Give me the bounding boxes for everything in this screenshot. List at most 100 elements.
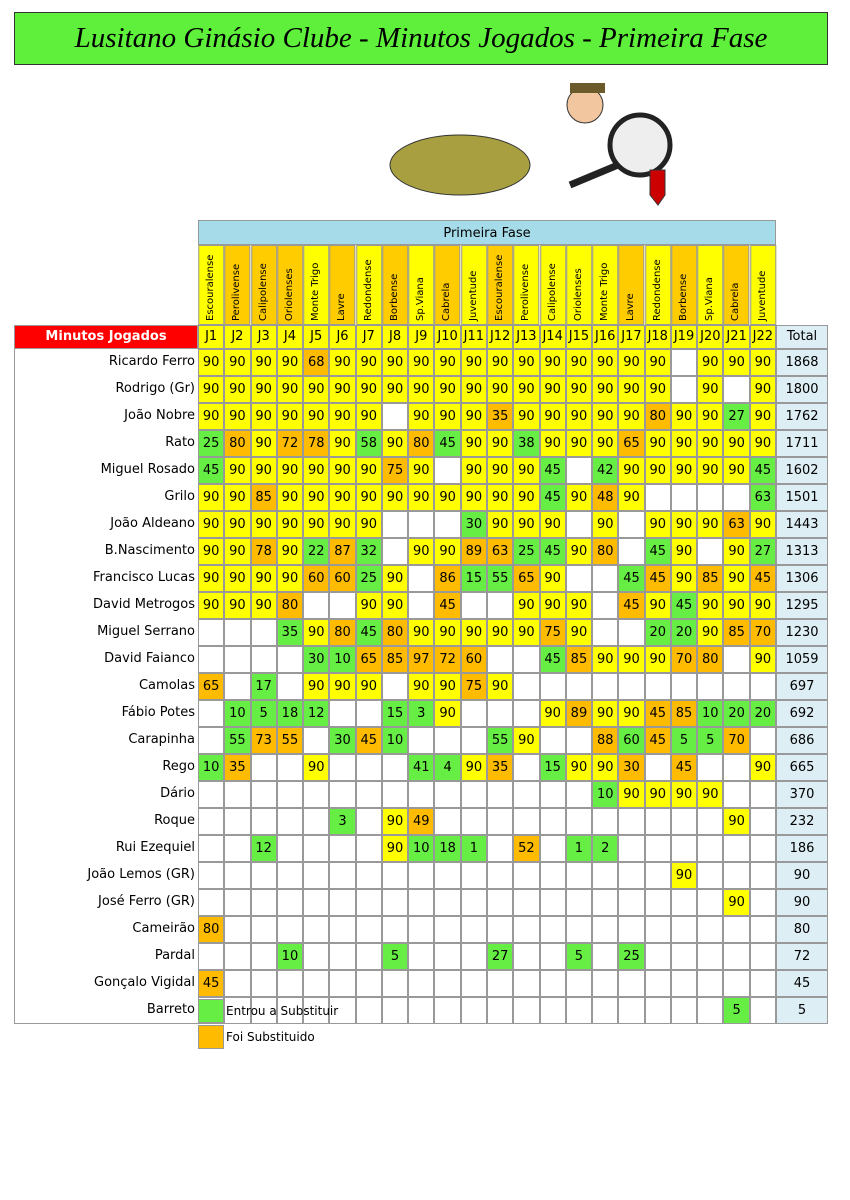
minutes: 90 — [276, 484, 304, 511]
minutes: 90 — [460, 376, 487, 403]
minutes — [250, 646, 277, 673]
minutes: 22 — [303, 538, 330, 565]
minutes — [618, 889, 645, 916]
minutes: 90 — [329, 457, 356, 484]
minutes: 12 — [303, 700, 330, 727]
minutes: 90 — [618, 700, 645, 727]
round: J8 — [381, 325, 409, 349]
minutes: 90 — [434, 619, 461, 646]
opponent: Cabrela — [723, 245, 750, 325]
minutes — [408, 565, 435, 592]
player-name: Cameirão — [14, 916, 198, 943]
minutes: 97 — [408, 646, 435, 673]
minutes: 90 — [487, 673, 514, 700]
legend-swatch — [198, 999, 224, 1023]
minutes: 63 — [749, 484, 776, 511]
minutes — [303, 997, 330, 1024]
minutes: 90 — [592, 376, 619, 403]
minutes — [644, 970, 671, 997]
minutes: 52 — [513, 835, 540, 862]
minutes: 90 — [276, 403, 304, 430]
minutes: 90 — [408, 457, 435, 484]
minutes — [513, 781, 540, 808]
minutes: 90 — [224, 457, 251, 484]
minutes: 5 — [697, 727, 724, 754]
player-name: Rego — [14, 754, 198, 781]
minutes: 90 — [644, 646, 671, 673]
minutes — [355, 835, 382, 862]
minutes — [434, 943, 461, 970]
minutes: 5 — [670, 727, 698, 754]
minutes — [224, 916, 251, 943]
minutes: 60 — [618, 727, 645, 754]
minutes: 80 — [592, 538, 619, 565]
minutes — [355, 862, 382, 889]
minutes: 90 — [198, 403, 225, 430]
minutes — [749, 943, 776, 970]
minutes: 90 — [592, 754, 619, 781]
minutes — [565, 970, 593, 997]
minutes — [723, 862, 750, 889]
minutes — [592, 592, 619, 619]
player-name: David Faianco — [14, 646, 198, 673]
round: J11 — [460, 325, 487, 349]
minutes — [697, 808, 724, 835]
minutes: 90 — [670, 862, 698, 889]
minutes: 90 — [329, 349, 356, 376]
minutes — [487, 808, 514, 835]
minutes — [513, 997, 540, 1024]
minutes: 85 — [565, 646, 593, 673]
minutes: 90 — [697, 376, 724, 403]
minutes — [644, 835, 671, 862]
player-name: Fábio Potes — [14, 700, 198, 727]
total: 1306 — [776, 565, 828, 592]
opponent: Perolivense — [513, 245, 540, 325]
player-name: Pardal — [14, 943, 198, 970]
opponent: Sp.Viana — [408, 245, 435, 325]
total: 1762 — [776, 403, 828, 430]
minutes: 90 — [644, 376, 671, 403]
minutes: 45 — [618, 592, 645, 619]
minutes — [250, 916, 277, 943]
minutes — [276, 646, 304, 673]
minutes — [329, 916, 356, 943]
minutes: 90 — [539, 376, 566, 403]
minutes — [670, 916, 698, 943]
minutes: 90 — [224, 403, 251, 430]
minutes — [749, 808, 776, 835]
opponent: Escouralense — [487, 245, 514, 325]
minutes — [303, 943, 330, 970]
minutes: 20 — [723, 700, 750, 727]
minutes — [618, 862, 645, 889]
minutes: 90 — [381, 592, 409, 619]
opponent: Juventude — [460, 245, 487, 325]
minutes: 70 — [670, 646, 698, 673]
minutes — [670, 997, 698, 1024]
minutes: 35 — [276, 619, 304, 646]
minutes — [224, 997, 251, 1024]
minutes — [198, 781, 225, 808]
minutes: 90 — [670, 538, 698, 565]
minutes — [487, 970, 514, 997]
minutes: 90 — [644, 430, 671, 457]
minutes: 90 — [749, 646, 776, 673]
minutes: 10 — [408, 835, 435, 862]
minutes: 90 — [460, 754, 487, 781]
minutes: 90 — [670, 430, 698, 457]
minutes — [303, 862, 330, 889]
minutes: 63 — [723, 511, 750, 538]
minutes — [224, 970, 251, 997]
minutes — [749, 970, 776, 997]
minutes — [723, 673, 750, 700]
minutes: 90 — [644, 349, 671, 376]
minutes — [355, 754, 382, 781]
minutes — [513, 943, 540, 970]
round: J14 — [539, 325, 566, 349]
minutes — [434, 970, 461, 997]
minutes: 90 — [697, 430, 724, 457]
minutes: 90 — [618, 484, 645, 511]
round: J10 — [434, 325, 461, 349]
illustration — [389, 83, 673, 206]
minutes: 3 — [408, 700, 435, 727]
minutes — [329, 781, 356, 808]
